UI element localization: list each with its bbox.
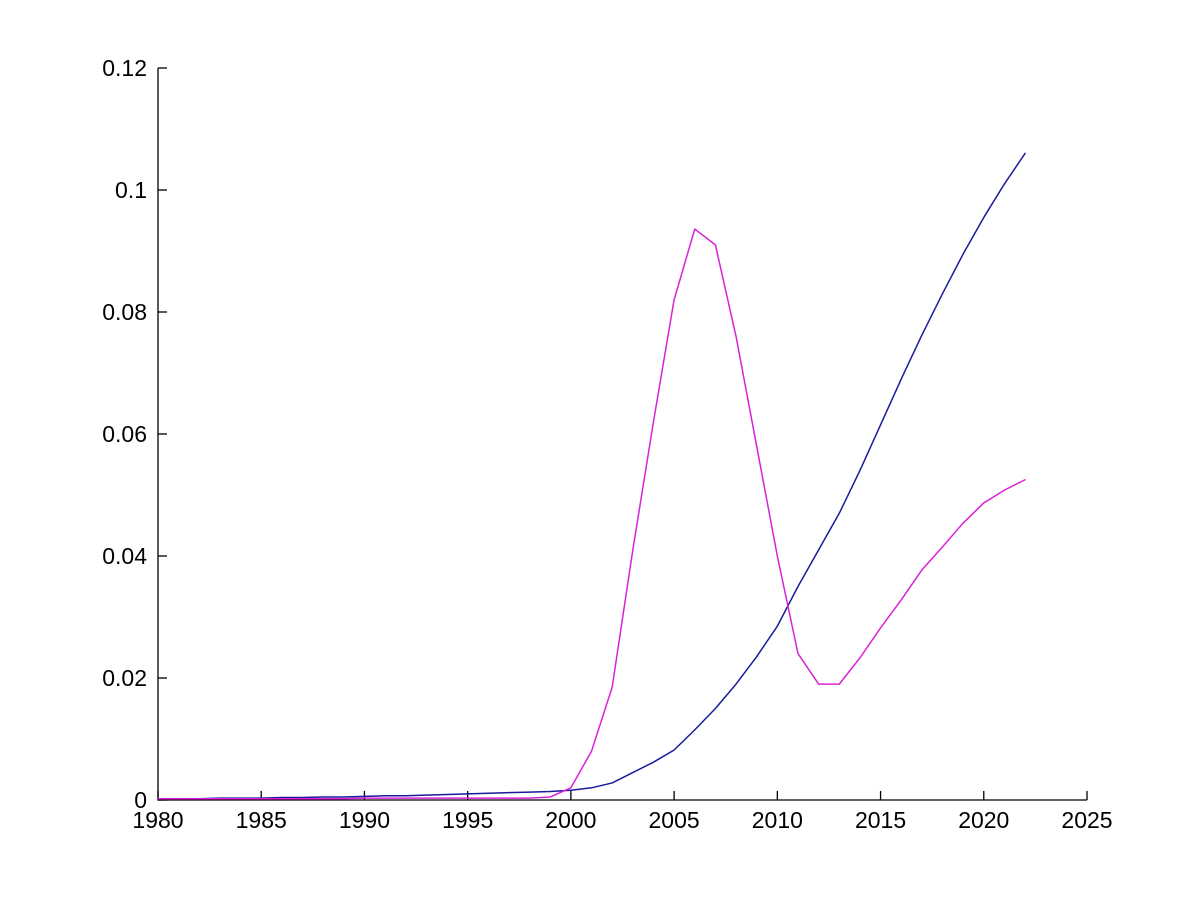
x-tick-label: 1985 xyxy=(236,807,287,833)
data-series xyxy=(157,152,1026,800)
x-tick-label: 1990 xyxy=(339,807,390,833)
y-tick-label: 0.08 xyxy=(102,299,147,325)
blue-series-line xyxy=(157,152,1026,800)
x-tick-label: 2010 xyxy=(752,807,803,833)
axis-ticks xyxy=(157,67,1088,801)
x-tick-label: 2005 xyxy=(649,807,700,833)
x-tick-label: 2015 xyxy=(855,807,906,833)
y-tick-label: 0.12 xyxy=(102,55,147,81)
axis-lines xyxy=(157,68,1087,801)
y-tick-label: 0.04 xyxy=(102,543,147,569)
x-tick-label: 2025 xyxy=(1061,807,1112,833)
x-tick-label: 2020 xyxy=(958,807,1009,833)
y-tick-label: 0.06 xyxy=(102,421,147,447)
y-tick-label: 0.1 xyxy=(115,177,147,203)
axes xyxy=(157,68,1087,801)
magenta-series-line xyxy=(157,228,1026,800)
x-tick-label: 1980 xyxy=(132,807,183,833)
x-tick-label: 2000 xyxy=(545,807,596,833)
y-tick-label: 0 xyxy=(134,787,147,813)
y-tick-label: 0.02 xyxy=(102,665,147,691)
x-tick-label: 1995 xyxy=(442,807,493,833)
tick-labels: 1980 1985 1990 1995 2000 2005 2010 2015 2020 2025… xyxy=(102,55,1112,833)
